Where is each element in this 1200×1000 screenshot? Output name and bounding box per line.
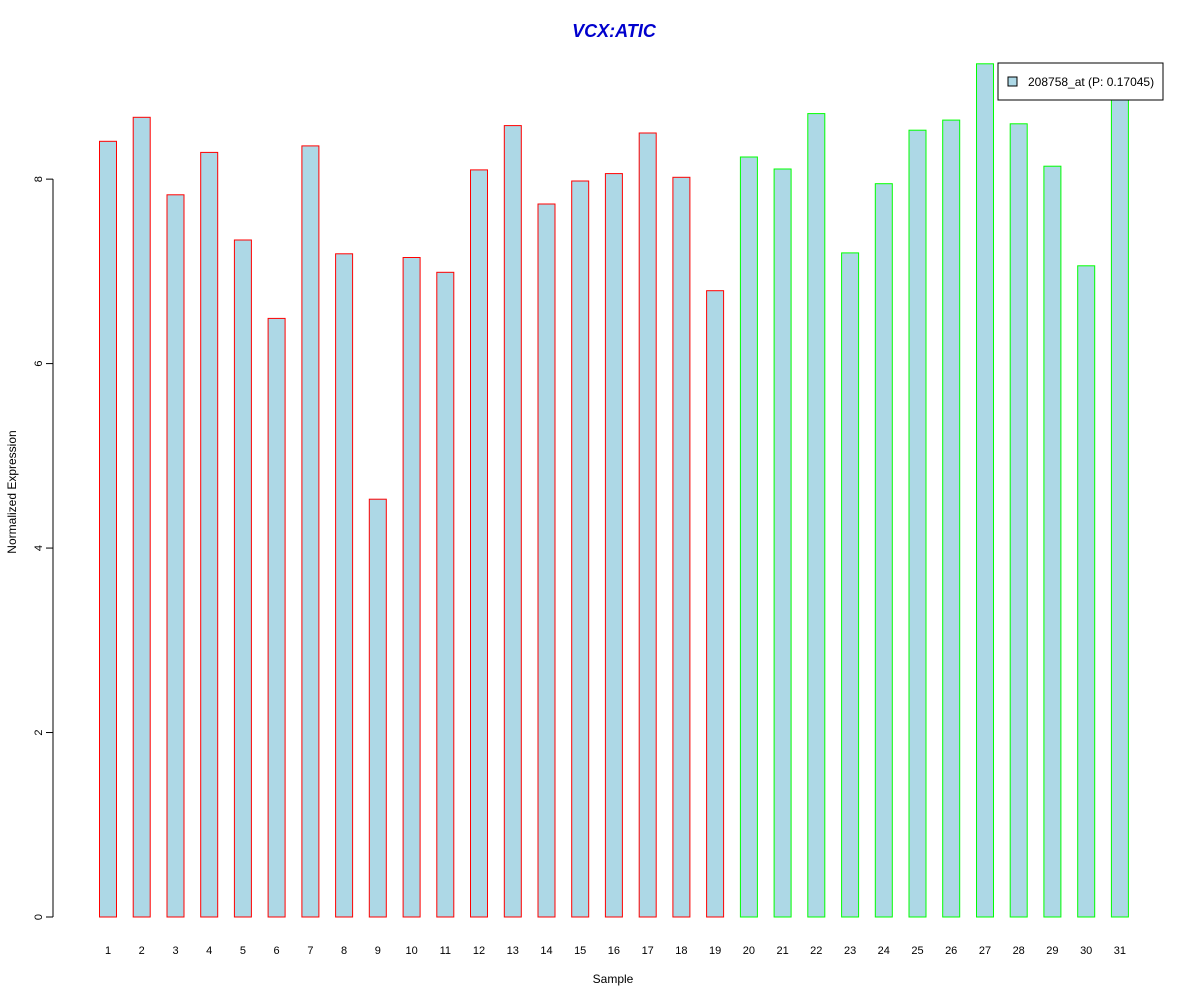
bar-sample-5 — [233, 239, 252, 918]
x-tick-labels: 1 2 3 4 5 6 7 8 9 10 11 12 13 14 15 16 17 18 19 20 21 22 23 24 2… — [105, 945, 1126, 957]
x-tick-label: 29 — [1046, 945, 1058, 957]
x-tick-label: 11 — [440, 945, 451, 957]
x-tick-label: 27 — [979, 945, 991, 957]
bar-sample-13 — [503, 125, 522, 918]
bars-group — [99, 63, 1129, 918]
bar-sample-26 — [942, 119, 961, 918]
x-tick-label: 25 — [911, 945, 923, 957]
bar-sample-17 — [638, 132, 657, 918]
x-tick-label: 2 — [139, 945, 145, 957]
x-tick-label: 18 — [675, 945, 687, 957]
bar-sample-1 — [99, 140, 117, 918]
bar-sample-6 — [267, 317, 286, 918]
legend-swatch — [1007, 76, 1018, 87]
bar-sample-9 — [368, 498, 387, 918]
x-tick-label: 21 — [776, 945, 788, 957]
bar-sample-31 — [1110, 91, 1129, 918]
x-tick-label: 9 — [375, 945, 381, 957]
x-tick-label: 10 — [405, 945, 417, 957]
x-tick-label: 20 — [743, 945, 755, 957]
x-tick-label: 4 — [206, 945, 212, 957]
bar-sample-15 — [571, 180, 590, 918]
x-tick-label: 15 — [574, 945, 586, 957]
x-tick-label: 22 — [810, 945, 822, 957]
bar-sample-24 — [874, 183, 893, 918]
x-tick-label: 17 — [642, 945, 654, 957]
y-axis-label: Normalized Expression — [5, 430, 19, 553]
y-tick-label: 2 — [33, 729, 45, 735]
x-tick-label: 14 — [540, 945, 552, 957]
bar-sample-22 — [807, 113, 826, 918]
x-tick-label: 30 — [1080, 945, 1092, 957]
legend-label: 208758_at (P: 0.17045) — [1028, 75, 1154, 89]
legend-box — [997, 62, 1164, 101]
x-tick-label: 16 — [608, 945, 620, 957]
bar-sample-27 — [976, 63, 994, 918]
bar-sample-19 — [706, 290, 725, 918]
x-tick-label: 23 — [844, 945, 856, 957]
bar-sample-8 — [335, 253, 354, 918]
bar-sample-7 — [301, 145, 320, 918]
x-tick-label: 28 — [1013, 945, 1025, 957]
bar-sample-23 — [841, 252, 860, 918]
y-tick-label: 6 — [33, 361, 45, 367]
bar-sample-30 — [1077, 265, 1096, 918]
y-tick-label: 4 — [33, 545, 45, 551]
x-tick-label: 5 — [240, 945, 246, 957]
x-axis-label: Sample — [593, 972, 634, 986]
bar-sample-18 — [672, 176, 691, 918]
x-tick-label: 8 — [341, 945, 347, 957]
bar-sample-20 — [739, 156, 758, 918]
bar-sample-28 — [1009, 123, 1028, 918]
x-tick-label: 19 — [709, 945, 721, 957]
x-tick-label: 3 — [172, 945, 178, 957]
x-tick-label: 26 — [945, 945, 957, 957]
bar-sample-14 — [537, 203, 556, 918]
x-tick-label: 1 — [105, 945, 111, 957]
x-tick-label: 24 — [878, 945, 890, 957]
bar-sample-29 — [1043, 165, 1062, 918]
bar-sample-3 — [166, 194, 185, 918]
bar-sample-4 — [200, 151, 219, 918]
x-tick-label: 12 — [473, 945, 485, 957]
x-tick-label: 6 — [274, 945, 280, 957]
y-tick-label: 8 — [33, 176, 45, 182]
bar-sample-11 — [436, 271, 455, 918]
bar-sample-10 — [402, 257, 421, 918]
bar-sample-25 — [908, 129, 927, 918]
x-tick-label: 31 — [1114, 945, 1126, 957]
x-tick-label: 7 — [307, 945, 313, 957]
legend: 208758_at (P: 0.17045) — [997, 62, 1164, 101]
bar-sample-21 — [773, 168, 792, 918]
bar-sample-16 — [604, 173, 623, 918]
y-tick-label: 0 — [33, 914, 45, 920]
x-tick-label: 13 — [507, 945, 519, 957]
bar-sample-12 — [470, 169, 488, 918]
bar-sample-2 — [132, 116, 151, 918]
chart-title: VCX:ATIC — [572, 21, 657, 41]
y-axis: 0 2 4 6 8 — [33, 176, 54, 920]
